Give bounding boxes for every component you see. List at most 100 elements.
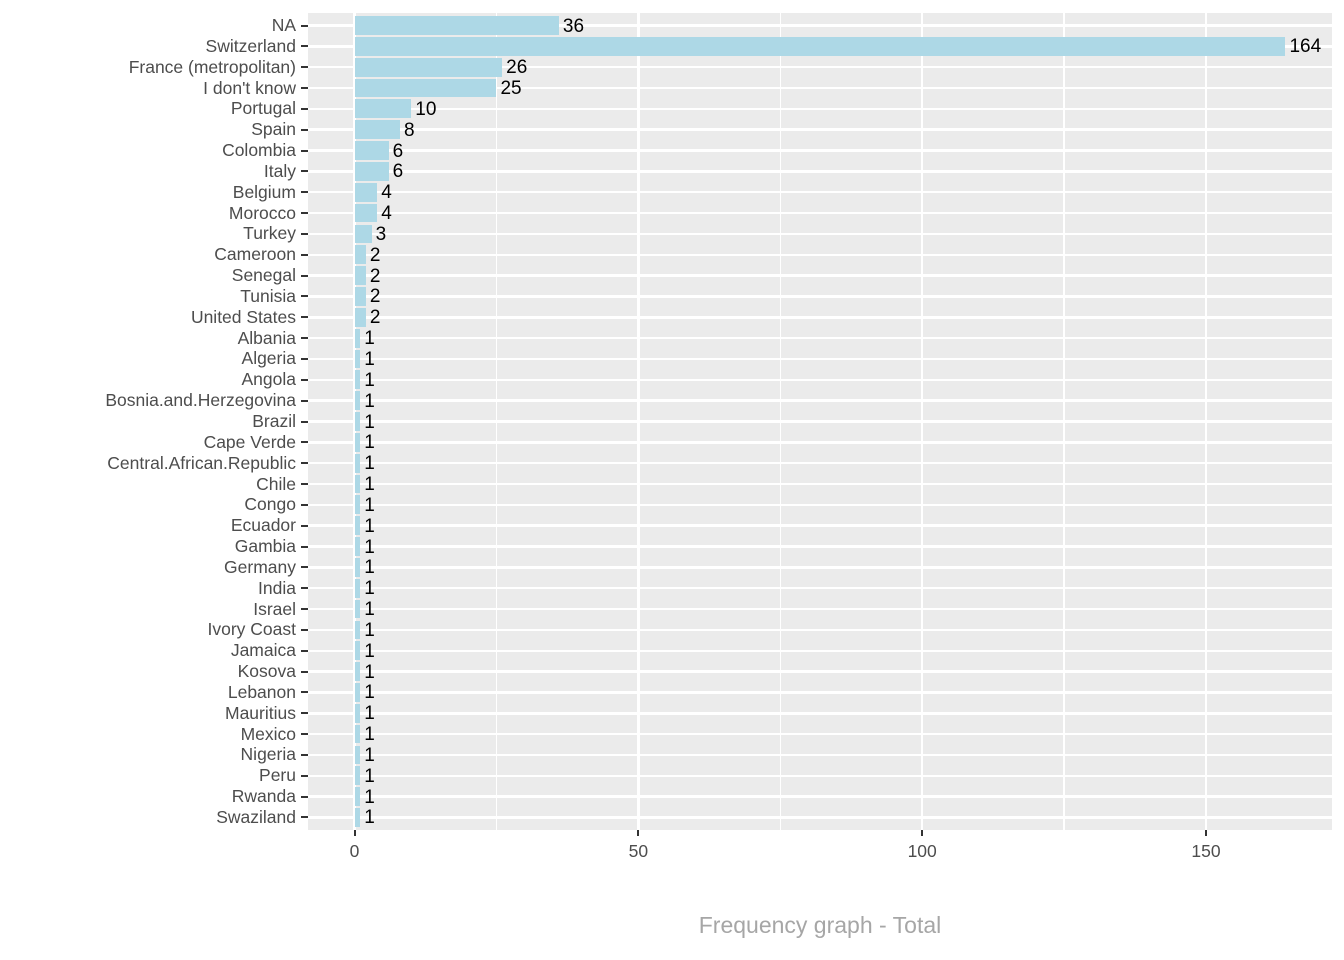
- gridline-horizontal: [308, 107, 1332, 111]
- bar-value-label: 1: [364, 348, 375, 370]
- bar-value-label: 1: [364, 640, 375, 662]
- y-axis-label: Colombia: [222, 140, 296, 161]
- y-axis-tick-mark: [301, 274, 308, 277]
- y-axis-tick-mark: [301, 45, 308, 48]
- bar: [354, 266, 366, 285]
- gridline-horizontal: [308, 524, 1332, 527]
- bar-value-label: 1: [364, 411, 375, 433]
- y-axis-label: Belgium: [232, 181, 296, 202]
- bar-value-label: 1: [364, 703, 375, 725]
- y-axis-label: France (metropolitan): [128, 56, 296, 77]
- bar-value-label: 2: [369, 265, 381, 287]
- y-axis-tick-mark: [301, 795, 308, 798]
- bar: [354, 453, 361, 473]
- y-axis-label: United States: [190, 306, 296, 327]
- gridline-horizontal: [308, 732, 1332, 736]
- bar-value-label: 36: [562, 15, 585, 37]
- bar-value-label: 164: [1289, 36, 1322, 58]
- bar: [354, 412, 361, 431]
- y-axis-tick-mark: [301, 128, 308, 131]
- gridline-horizontal: [308, 816, 1332, 819]
- y-axis-label: Cape Verde: [203, 431, 296, 452]
- gridline-horizontal: [308, 24, 1332, 27]
- gridline-vertical-major: [1204, 13, 1208, 830]
- bar: [354, 141, 389, 160]
- y-axis-tick-mark: [301, 316, 308, 319]
- bar-value-label: 1: [364, 807, 375, 829]
- y-axis-tick-mark: [301, 357, 308, 360]
- y-axis-label: Chile: [256, 473, 296, 494]
- y-axis-tick-mark: [301, 608, 308, 611]
- bar-value-label: 1: [364, 474, 375, 496]
- bar: [354, 766, 361, 786]
- bar-value-label: 1: [364, 369, 375, 391]
- gridline-horizontal: [308, 149, 1332, 152]
- y-axis-label: Ecuador: [230, 515, 296, 536]
- y-axis-tick-mark: [301, 24, 308, 27]
- bar-value-label: 1: [364, 765, 375, 787]
- y-axis-tick-mark: [301, 587, 308, 590]
- gridline-horizontal: [308, 586, 1332, 590]
- y-axis-label: Tunisia: [240, 285, 296, 306]
- bar: [354, 245, 366, 265]
- y-axis-label: Mauritius: [225, 702, 296, 723]
- gridline-horizontal: [308, 399, 1332, 402]
- x-axis-tick-label: 150: [1191, 841, 1221, 861]
- y-axis-tick-mark: [301, 87, 308, 90]
- bar: [354, 224, 372, 244]
- bar: [354, 474, 361, 494]
- y-axis-label: Kosova: [237, 661, 296, 682]
- bar: [354, 516, 361, 536]
- y-axis-label: Gambia: [234, 536, 296, 557]
- y-axis-tick-mark: [301, 107, 308, 110]
- bar-value-label: 1: [364, 619, 375, 641]
- y-axis-label: Turkey: [243, 223, 296, 244]
- gridline-horizontal: [308, 607, 1332, 611]
- gridline-horizontal: [308, 670, 1332, 673]
- y-axis-tick-mark: [301, 483, 308, 486]
- bar: [354, 36, 1286, 56]
- bar-value-label: 2: [369, 244, 381, 266]
- y-axis-label: Portugal: [230, 98, 296, 119]
- bar: [354, 120, 400, 140]
- gridline-horizontal: [308, 712, 1332, 715]
- y-axis-tick-mark: [301, 628, 308, 631]
- y-axis-label: Mexico: [240, 723, 296, 744]
- bar-value-label: 1: [364, 515, 375, 537]
- y-axis-tick-mark: [301, 712, 308, 715]
- y-axis-label: Lebanon: [227, 681, 296, 702]
- bar-value-label: 1: [364, 724, 375, 746]
- bar: [354, 683, 361, 702]
- bar-value-label: 4: [381, 203, 392, 225]
- y-axis-label: Bosnia.and.Herzegovina: [105, 390, 296, 411]
- x-axis-tick-label: 50: [628, 841, 649, 861]
- bar-value-label: 6: [392, 140, 404, 162]
- gridline-horizontal: [308, 753, 1332, 757]
- y-axis-label: Angola: [241, 369, 297, 390]
- y-axis-tick-mark: [301, 774, 308, 777]
- bar-value-label: 10: [415, 98, 437, 120]
- bar-value-label: 1: [364, 786, 375, 808]
- y-axis-label: Rwanda: [231, 786, 296, 807]
- bar: [354, 370, 361, 390]
- gridline-horizontal: [308, 190, 1332, 194]
- gridline-horizontal: [308, 336, 1332, 340]
- gridline-horizontal: [308, 649, 1332, 652]
- gridline-vertical-major: [920, 13, 924, 830]
- gridline-horizontal: [308, 691, 1332, 694]
- bar: [354, 537, 361, 556]
- y-axis-label: Ivory Coast: [207, 619, 297, 640]
- gridline-horizontal: [308, 274, 1332, 277]
- bar-value-label: 1: [364, 682, 375, 704]
- gridline-horizontal: [308, 420, 1332, 423]
- bar: [354, 287, 366, 306]
- gridline-horizontal: [308, 170, 1332, 173]
- gridline-horizontal: [308, 378, 1332, 382]
- gridline-horizontal: [308, 211, 1332, 215]
- gridline-horizontal: [308, 128, 1332, 131]
- gridline-vertical-minor: [495, 13, 498, 830]
- gridline-horizontal: [308, 628, 1332, 632]
- bar-value-label: 1: [364, 494, 375, 516]
- gridline-horizontal: [308, 482, 1332, 486]
- y-axis-tick-mark: [301, 566, 308, 569]
